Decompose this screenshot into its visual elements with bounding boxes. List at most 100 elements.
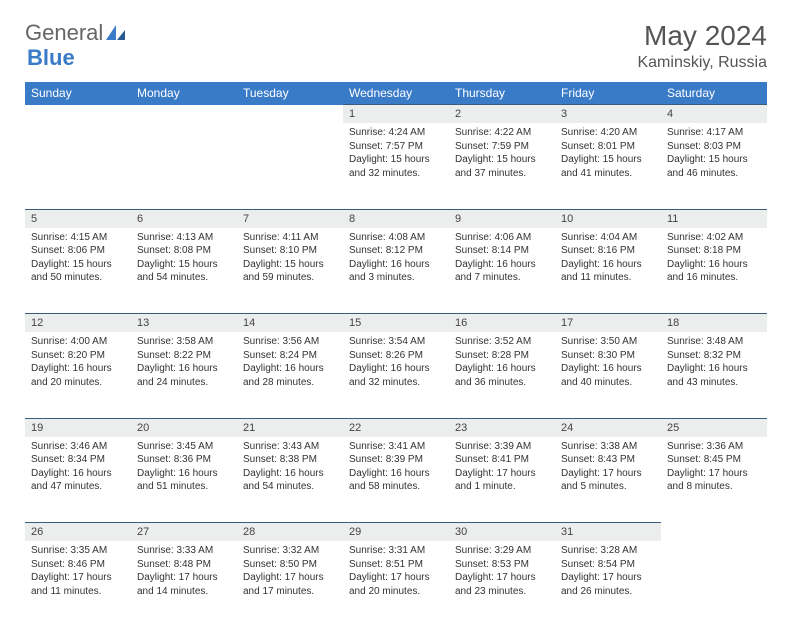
daylight-text-2: and 59 minutes.	[243, 271, 337, 285]
daylight-text-2: and 32 minutes.	[349, 167, 443, 181]
daylight-text-2: and 11 minutes.	[31, 585, 125, 599]
sunset-text: Sunset: 8:54 PM	[561, 558, 655, 572]
daylight-text-1: Daylight: 15 hours	[561, 153, 655, 167]
day-number: 5	[25, 209, 131, 228]
sunset-text: Sunset: 8:14 PM	[455, 244, 549, 258]
day-number: 13	[131, 314, 237, 333]
sunset-text: Sunset: 8:08 PM	[137, 244, 231, 258]
daylight-text-1: Daylight: 16 hours	[455, 258, 549, 272]
sunset-text: Sunset: 8:22 PM	[137, 349, 231, 363]
daylight-text-1: Daylight: 17 hours	[455, 467, 549, 481]
day-number: 19	[25, 418, 131, 437]
day-number-row: 262728293031	[25, 523, 767, 542]
sunset-text: Sunset: 7:59 PM	[455, 140, 549, 154]
day-cell: Sunrise: 3:50 AMSunset: 8:30 PMDaylight:…	[555, 332, 661, 418]
sunrise-text: Sunrise: 3:31 AM	[349, 544, 443, 558]
sunrise-text: Sunrise: 4:00 AM	[31, 335, 125, 349]
sunrise-text: Sunrise: 3:45 AM	[137, 440, 231, 454]
day-number: 8	[343, 209, 449, 228]
sunrise-text: Sunrise: 3:50 AM	[561, 335, 655, 349]
daylight-text-2: and 26 minutes.	[561, 585, 655, 599]
sunset-text: Sunset: 8:10 PM	[243, 244, 337, 258]
day-cell: Sunrise: 4:24 AMSunset: 7:57 PMDaylight:…	[343, 123, 449, 209]
daylight-text-2: and 20 minutes.	[31, 376, 125, 390]
day-number: 26	[25, 523, 131, 542]
sunrise-text: Sunrise: 3:56 AM	[243, 335, 337, 349]
day-cell: Sunrise: 3:58 AMSunset: 8:22 PMDaylight:…	[131, 332, 237, 418]
daylight-text-2: and 54 minutes.	[137, 271, 231, 285]
day-content-row: Sunrise: 4:15 AMSunset: 8:06 PMDaylight:…	[25, 228, 767, 314]
daylight-text-2: and 24 minutes.	[137, 376, 231, 390]
day-content-row: Sunrise: 3:35 AMSunset: 8:46 PMDaylight:…	[25, 541, 767, 627]
daylight-text-1: Daylight: 17 hours	[137, 571, 231, 585]
sunrise-text: Sunrise: 3:32 AM	[243, 544, 337, 558]
daylight-text-1: Daylight: 16 hours	[667, 362, 761, 376]
day-number: 11	[661, 209, 767, 228]
daylight-text-1: Daylight: 16 hours	[137, 467, 231, 481]
day-cell: Sunrise: 4:22 AMSunset: 7:59 PMDaylight:…	[449, 123, 555, 209]
sunset-text: Sunset: 8:06 PM	[31, 244, 125, 258]
daylight-text-2: and 47 minutes.	[31, 480, 125, 494]
day-cell: Sunrise: 4:13 AMSunset: 8:08 PMDaylight:…	[131, 228, 237, 314]
sunset-text: Sunset: 8:38 PM	[243, 453, 337, 467]
day-cell: Sunrise: 4:08 AMSunset: 8:12 PMDaylight:…	[343, 228, 449, 314]
day-cell: Sunrise: 3:41 AMSunset: 8:39 PMDaylight:…	[343, 437, 449, 523]
daylight-text-1: Daylight: 16 hours	[243, 467, 337, 481]
daylight-text-1: Daylight: 17 hours	[243, 571, 337, 585]
weekday-header: Saturday	[661, 82, 767, 105]
daylight-text-1: Daylight: 15 hours	[455, 153, 549, 167]
sunrise-text: Sunrise: 4:08 AM	[349, 231, 443, 245]
sunrise-text: Sunrise: 3:52 AM	[455, 335, 549, 349]
daylight-text-1: Daylight: 15 hours	[243, 258, 337, 272]
sunset-text: Sunset: 8:18 PM	[667, 244, 761, 258]
daylight-text-1: Daylight: 16 hours	[561, 362, 655, 376]
day-cell: Sunrise: 3:54 AMSunset: 8:26 PMDaylight:…	[343, 332, 449, 418]
day-number: 18	[661, 314, 767, 333]
day-cell: Sunrise: 4:06 AMSunset: 8:14 PMDaylight:…	[449, 228, 555, 314]
daylight-text-2: and 23 minutes.	[455, 585, 549, 599]
daylight-text-2: and 16 minutes.	[667, 271, 761, 285]
daylight-text-1: Daylight: 15 hours	[137, 258, 231, 272]
day-cell: Sunrise: 3:48 AMSunset: 8:32 PMDaylight:…	[661, 332, 767, 418]
daylight-text-1: Daylight: 16 hours	[349, 258, 443, 272]
logo: General	[25, 20, 127, 46]
day-cell: Sunrise: 3:56 AMSunset: 8:24 PMDaylight:…	[237, 332, 343, 418]
daylight-text-1: Daylight: 17 hours	[667, 467, 761, 481]
sunset-text: Sunset: 7:57 PM	[349, 140, 443, 154]
sunrise-text: Sunrise: 3:58 AM	[137, 335, 231, 349]
sunrise-text: Sunrise: 4:13 AM	[137, 231, 231, 245]
sunset-text: Sunset: 8:03 PM	[667, 140, 761, 154]
sunset-text: Sunset: 8:28 PM	[455, 349, 549, 363]
day-cell: Sunrise: 3:46 AMSunset: 8:34 PMDaylight:…	[25, 437, 131, 523]
day-cell: Sunrise: 4:20 AMSunset: 8:01 PMDaylight:…	[555, 123, 661, 209]
daylight-text-2: and 7 minutes.	[455, 271, 549, 285]
day-content-row: Sunrise: 4:00 AMSunset: 8:20 PMDaylight:…	[25, 332, 767, 418]
empty-cell	[237, 123, 343, 209]
day-number: 23	[449, 418, 555, 437]
daylight-text-2: and 54 minutes.	[243, 480, 337, 494]
day-cell: Sunrise: 4:00 AMSunset: 8:20 PMDaylight:…	[25, 332, 131, 418]
day-cell: Sunrise: 3:38 AMSunset: 8:43 PMDaylight:…	[555, 437, 661, 523]
daylight-text-2: and 11 minutes.	[561, 271, 655, 285]
daylight-text-2: and 14 minutes.	[137, 585, 231, 599]
sunrise-text: Sunrise: 3:28 AM	[561, 544, 655, 558]
sunset-text: Sunset: 8:36 PM	[137, 453, 231, 467]
daylight-text-2: and 58 minutes.	[349, 480, 443, 494]
daylight-text-1: Daylight: 17 hours	[31, 571, 125, 585]
sunrise-text: Sunrise: 4:06 AM	[455, 231, 549, 245]
empty-cell	[237, 105, 343, 124]
sunrise-text: Sunrise: 3:41 AM	[349, 440, 443, 454]
day-number: 20	[131, 418, 237, 437]
sunset-text: Sunset: 8:41 PM	[455, 453, 549, 467]
sunrise-text: Sunrise: 4:04 AM	[561, 231, 655, 245]
day-number: 14	[237, 314, 343, 333]
day-cell: Sunrise: 3:39 AMSunset: 8:41 PMDaylight:…	[449, 437, 555, 523]
sunrise-text: Sunrise: 4:24 AM	[349, 126, 443, 140]
daylight-text-1: Daylight: 16 hours	[31, 362, 125, 376]
day-number-row: 19202122232425	[25, 418, 767, 437]
empty-cell	[25, 105, 131, 124]
header: General May 2024 Kaminskiy, Russia	[25, 20, 767, 72]
sunrise-text: Sunrise: 4:11 AM	[243, 231, 337, 245]
sunrise-text: Sunrise: 3:29 AM	[455, 544, 549, 558]
sunset-text: Sunset: 8:46 PM	[31, 558, 125, 572]
